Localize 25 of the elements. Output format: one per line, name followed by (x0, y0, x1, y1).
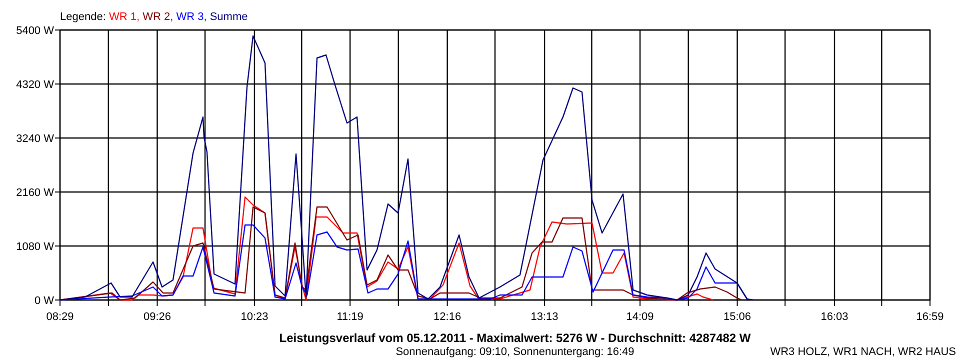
text: WR3 HOLZ, WR1 NACH, WR2 HAUS (770, 346, 956, 358)
series-label: Summe (210, 11, 248, 23)
y-tick-label: 3240 W (16, 133, 55, 145)
x-tick-label: 14:09 (626, 311, 654, 323)
y-tick-label: 1080 W (16, 241, 55, 253)
y-tick-label: 4320 W (16, 79, 55, 91)
x-tick-label: 16:59 (916, 311, 944, 323)
text: WR 1, (108, 11, 143, 23)
line-series (59, 35, 754, 301)
y-tick-label: 5400 W (16, 25, 55, 37)
y-tick-label: 0 W (34, 295, 55, 307)
text: WR 2, (142, 11, 176, 23)
x-tick-label: 09:26 (143, 311, 171, 323)
x-tick-label: 11:19 (336, 311, 364, 323)
text: WR 3, (176, 11, 210, 23)
x-tick-label: 13:13 (530, 311, 558, 323)
text: Leistungsverlauf vom 05.12.2011 - Maximalwert: 5276 W - Durchschnitt: 4287482 W (279, 331, 752, 345)
legend-title: Legende: (60, 11, 109, 23)
x-tick-label: 08:29 (46, 311, 74, 323)
x-tick-label: 10:23 (240, 311, 268, 323)
x-tick-label: 12:16 (434, 311, 462, 323)
x-tick-label: 16:03 (820, 311, 848, 323)
x-tick-label: 15:06 (724, 311, 752, 323)
text: Sonnenaufgang: 09:10, Sonnenuntergang: 16:49 (396, 346, 634, 358)
y-tick-label: 2160 W (16, 187, 55, 199)
